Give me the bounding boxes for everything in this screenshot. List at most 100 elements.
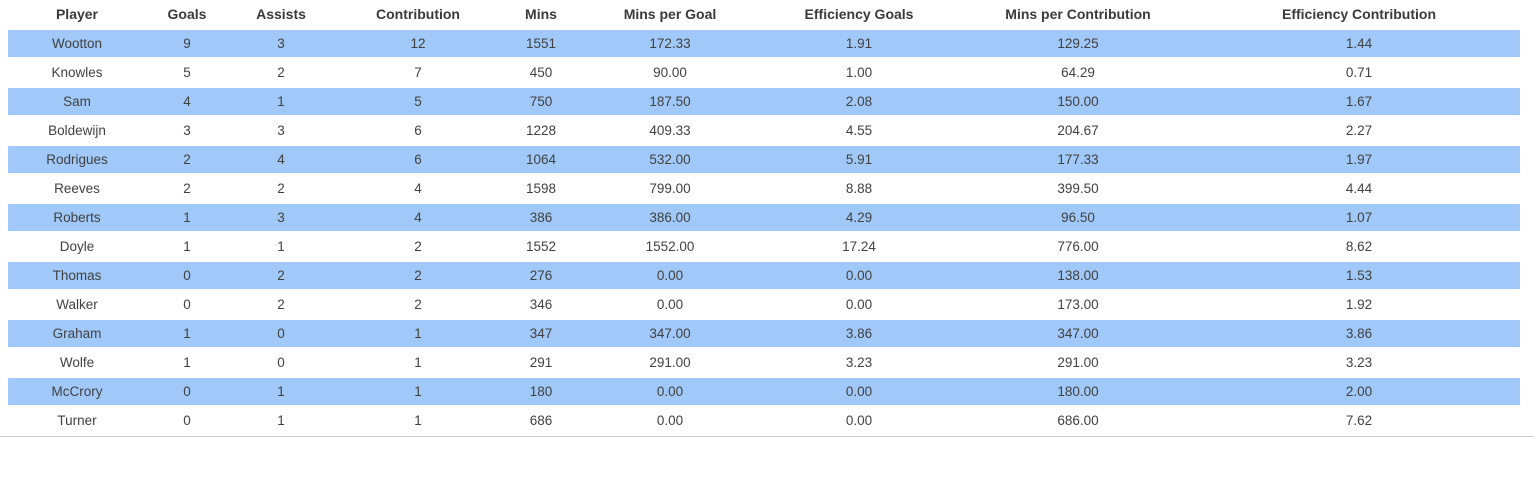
cell-contribution: 2: [334, 260, 502, 291]
cell-goals: 0: [146, 260, 228, 291]
cell-efficiency-goals: 3.23: [760, 347, 958, 378]
cell-contribution: 6: [334, 115, 502, 146]
cell-player: Roberts: [8, 202, 146, 233]
table-row[interactable]: Roberts 1 3 4 386 386.00 4.29 96.50 1.07: [0, 202, 1534, 233]
table-row[interactable]: Knowles 5 2 7 450 90.00 1.00 64.29 0.71: [0, 57, 1534, 88]
cell-mins-per-contribution: 347.00: [958, 318, 1198, 349]
cell-mins-per-contribution: 776.00: [958, 231, 1198, 262]
column-header-goals[interactable]: Goals: [167, 6, 207, 22]
cell-goals: 1: [146, 202, 228, 233]
row-spacer: [1520, 86, 1534, 117]
cell-efficiency-goals: 0.00: [760, 376, 958, 407]
cell-mins-per-goal: 386.00: [580, 202, 760, 233]
column-header-assists[interactable]: Assists: [256, 6, 306, 22]
cell-assists: 3: [228, 115, 334, 146]
cell-mins-per-goal: 172.33: [580, 28, 760, 59]
row-spacer: [1520, 202, 1534, 233]
cell-player: Thomas: [8, 260, 146, 291]
cell-goals: 0: [146, 376, 228, 407]
cell-mins-per-contribution: 177.33: [958, 144, 1198, 175]
table-row[interactable]: Doyle 1 1 2 1552 1552.00 17.24 776.00 8.62: [0, 231, 1534, 262]
cell-assists: 2: [228, 57, 334, 88]
cell-efficiency-contribution: 2.27: [1198, 115, 1520, 146]
row-spacer: [0, 405, 8, 436]
table-row[interactable]: McCrory 0 1 1 180 0.00 0.00 180.00 2.00: [0, 376, 1534, 407]
table-row[interactable]: Thomas 0 2 2 276 0.00 0.00 138.00 1.53: [0, 260, 1534, 291]
cell-efficiency-contribution: 1.97: [1198, 144, 1520, 175]
cell-efficiency-contribution: 2.00: [1198, 376, 1520, 407]
column-header-efficiency-goals[interactable]: Efficiency Goals: [804, 6, 914, 22]
row-spacer: [0, 57, 8, 88]
row-spacer: [1520, 57, 1534, 88]
column-header-mins-per-contribution[interactable]: Mins per Contribution: [1005, 6, 1151, 22]
column-header-player[interactable]: Player: [55, 6, 99, 22]
column-header-mins-per-goal[interactable]: Mins per Goal: [623, 6, 717, 22]
cell-efficiency-contribution: 3.23: [1198, 347, 1520, 378]
table-row[interactable]: Wolfe 1 0 1 291 291.00 3.23 291.00 3.23: [0, 347, 1534, 378]
cell-player: Wootton: [8, 28, 146, 59]
cell-efficiency-contribution: 1.67: [1198, 86, 1520, 117]
cell-mins-per-goal: 0.00: [580, 376, 760, 407]
column-header-efficiency-contribution[interactable]: Efficiency Contribution: [1282, 6, 1436, 22]
cell-goals: 5: [146, 57, 228, 88]
cell-player: Walker: [8, 289, 146, 320]
cell-assists: 2: [228, 289, 334, 320]
cell-mins: 1598: [502, 173, 580, 204]
row-spacer: [0, 231, 8, 262]
table-row[interactable]: Rodrigues 2 4 6 1064 532.00 5.91 177.33 1.97: [0, 144, 1534, 175]
table-row[interactable]: Boldewijn 3 3 6 1228 409.33 4.55 204.67 2.27: [0, 115, 1534, 146]
cell-player: Boldewijn: [8, 115, 146, 146]
cell-efficiency-goals: 4.29: [760, 202, 958, 233]
row-spacer: [0, 289, 8, 320]
cell-goals: 2: [146, 144, 228, 175]
table-row[interactable]: Walker 0 2 2 346 0.00 0.00 173.00 1.92: [0, 289, 1534, 320]
table-row[interactable]: Wootton 9 3 12 1551 172.33 1.91 129.25 1.44: [0, 28, 1534, 59]
cell-mins-per-goal: 532.00: [580, 144, 760, 175]
column-header-mins[interactable]: Mins: [525, 6, 557, 22]
cell-mins-per-goal: 291.00: [580, 347, 760, 378]
cell-mins-per-contribution: 180.00: [958, 376, 1198, 407]
cell-efficiency-contribution: 1.53: [1198, 260, 1520, 291]
cell-efficiency-contribution: 1.07: [1198, 202, 1520, 233]
cell-efficiency-goals: 1.00: [760, 57, 958, 88]
cell-efficiency-contribution: 0.71: [1198, 57, 1520, 88]
cell-goals: 0: [146, 289, 228, 320]
row-spacer: [0, 260, 8, 291]
table-body: Wootton 9 3 12 1551 172.33 1.91 129.25 1.44 Knowl…: [0, 28, 1534, 436]
row-spacer: [1520, 28, 1534, 59]
row-spacer: [1520, 260, 1534, 291]
cell-mins: 686: [502, 405, 580, 436]
cell-player: Turner: [8, 405, 146, 436]
cell-mins-per-goal: 409.33: [580, 115, 760, 146]
row-spacer: [1520, 0, 1534, 29]
cell-efficiency-contribution: 8.62: [1198, 231, 1520, 262]
cell-goals: 9: [146, 28, 228, 59]
column-header-contribution[interactable]: Contribution: [376, 6, 460, 22]
cell-efficiency-contribution: 1.44: [1198, 28, 1520, 59]
row-spacer: [0, 144, 8, 175]
cell-goals: 1: [146, 231, 228, 262]
cell-goals: 4: [146, 86, 228, 117]
cell-efficiency-goals: 8.88: [760, 173, 958, 204]
cell-mins-per-goal: 90.00: [580, 57, 760, 88]
cell-efficiency-goals: 2.08: [760, 86, 958, 117]
cell-mins-per-contribution: 150.00: [958, 86, 1198, 117]
cell-mins: 346: [502, 289, 580, 320]
cell-mins: 1551: [502, 28, 580, 59]
table-row[interactable]: Reeves 2 2 4 1598 799.00 8.88 399.50 4.44: [0, 173, 1534, 204]
row-spacer: [1520, 318, 1534, 349]
row-spacer: [0, 0, 8, 29]
row-spacer: [0, 173, 8, 204]
cell-mins-per-contribution: 129.25: [958, 28, 1198, 59]
row-spacer: [1520, 115, 1534, 146]
table-row[interactable]: Sam 4 1 5 750 187.50 2.08 150.00 1.67: [0, 86, 1534, 117]
table-row[interactable]: Turner 0 1 1 686 0.00 0.00 686.00 7.62: [0, 405, 1534, 436]
table-header: Player Goals Assists Contribution Mins Mins p…: [0, 0, 1534, 29]
cell-mins-per-contribution: 64.29: [958, 57, 1198, 88]
cell-player: Sam: [8, 86, 146, 117]
cell-efficiency-goals: 4.55: [760, 115, 958, 146]
row-spacer: [0, 347, 8, 378]
player-stats-table-container: Player Goals Assists Contribution Mins Mins p…: [0, 0, 1534, 437]
cell-assists: 2: [228, 173, 334, 204]
table-row[interactable]: Graham 1 0 1 347 347.00 3.86 347.00 3.86: [0, 318, 1534, 349]
